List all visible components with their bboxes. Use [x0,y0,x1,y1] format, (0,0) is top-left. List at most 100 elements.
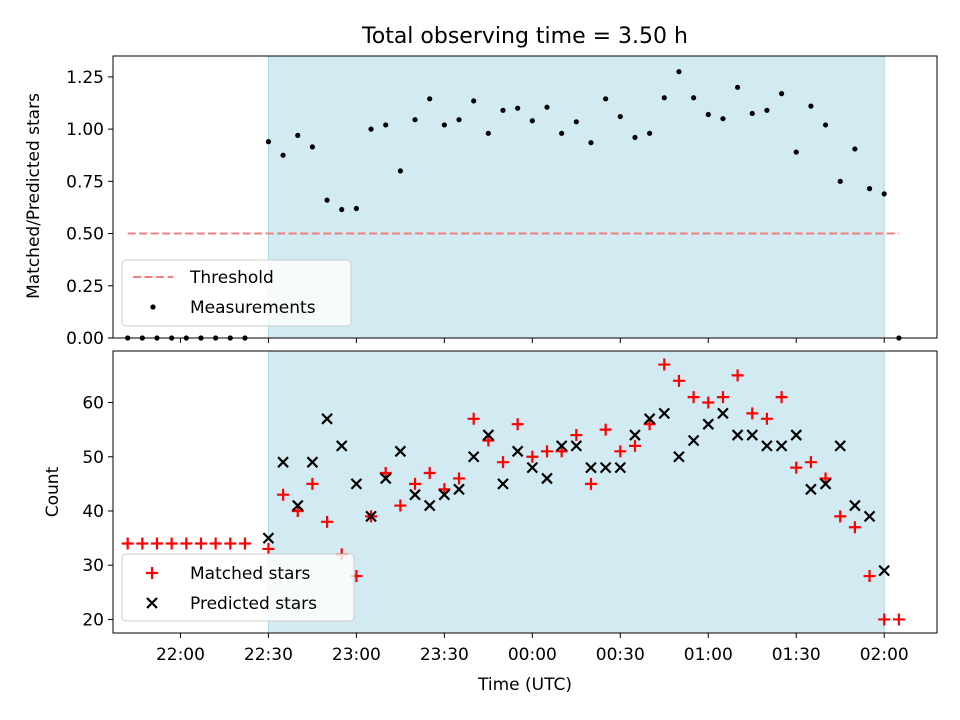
predicted-star-point [497,478,509,490]
matched-star-point [277,488,290,501]
count-legend-box [121,553,355,622]
time-x-tick-label: 00:30 [596,645,645,665]
chart-title: Total observing time = 3.50 h [361,24,688,49]
ratio-y-ticks: 0.00 0.25 0.50 0.75 1.00 1.25 [66,68,113,349]
predicted-star-point [350,478,363,490]
predicted-star-point [746,429,759,441]
predicted-star-point [834,440,847,452]
matched-star-point [658,358,671,371]
predicted-star-point [717,407,729,420]
legend-predicted-swatch [146,597,158,609]
matched-star-point [497,456,510,469]
predicted-star-point [438,488,451,501]
predicted-star-point [365,510,377,523]
count-legend: Matched stars Predicted stars [121,553,355,622]
predicted-star-point [761,440,773,452]
matched-star-point [394,499,407,512]
ratio-x-ticks [179,338,885,343]
measurement-point [617,113,623,120]
predicted-star-point [863,510,876,523]
predicted-star-point [878,564,890,577]
predicted-star-point [702,418,715,430]
measurement-point [441,122,447,128]
time-x-tick-label: 22:30 [244,645,293,665]
matched-star-point [224,537,237,550]
matched-star-point [760,412,773,425]
ratio-y-tick-label: 0.25 [66,277,104,297]
count-y-axis-label: Count [43,466,63,517]
measurement-point [309,144,316,150]
predicted-star-point [335,440,348,452]
predicted-star-point [423,499,436,512]
measurement-point [866,186,873,192]
matched-star-point [150,537,163,550]
matched-star-point [526,450,539,463]
predicted-star-point [482,429,495,441]
predicted-star-point [379,472,392,485]
predicted-star-point [585,461,597,474]
matched-star-point [731,369,744,382]
matched-stars-points [121,358,905,626]
matched-star-point [165,537,178,550]
measurement-point [339,206,345,213]
predicted-star-point [805,483,817,496]
matched-star-point [467,412,480,425]
matched-star-point [511,418,524,431]
predicted-star-point [570,440,583,452]
legend-measurements-label: Measurements [190,298,316,318]
matched-star-point [702,396,715,409]
matched-star-point [775,391,788,404]
matched-star-point [848,521,861,534]
matched-star-point [892,613,905,626]
count-plot-frame [112,350,938,634]
ratio-legend: Threshold Measurements [121,259,352,327]
count-y-tick-label: 20 [82,610,104,630]
matched-star-point [790,461,803,474]
measurement-point [749,110,755,117]
time-x-tick-label: 01:30 [772,645,821,665]
matched-star-point [453,472,466,485]
matched-star-point [262,542,275,555]
matched-star-point [306,477,319,490]
matched-star-point [746,407,759,420]
predicted-star-point [409,488,421,501]
matched-star-point [423,467,436,480]
matched-star-point [878,613,891,626]
count-y-tick-label: 30 [82,556,104,576]
time-x-tick-label: 23:30 [420,645,469,665]
predicted-star-point [643,413,656,425]
measurement-point [500,107,506,113]
matched-star-point [614,445,627,458]
measurement-point [822,122,829,128]
measurement-point [734,84,741,90]
predicted-star-point [291,499,304,512]
ratio-y-tick-label: 0.75 [66,172,104,192]
time-x-tick-label: 23:00 [332,645,381,665]
matched-star-point [804,456,817,469]
ratio-y-tick-label: 1.25 [66,68,104,88]
legend-matched-label: Matched stars [190,564,310,584]
predicted-star-point [775,440,788,452]
predicted-star-point [555,440,568,452]
matched-star-point [863,570,876,583]
matched-star-point [584,477,597,490]
measurement-point [661,95,667,101]
legend-matched-swatch [146,567,158,579]
measurement-point [265,139,272,145]
predicted-star-point [687,434,700,447]
predicted-star-point [541,472,553,485]
time-x-tick-label: 01:00 [684,645,733,665]
ratio-legend-box [121,259,352,327]
measurement-point [368,126,374,132]
time-x-axis-label: Time (UTC) [477,675,572,695]
predicted-star-point [849,499,861,512]
observing-window-shade [267,55,885,339]
measurement-point [295,132,301,138]
ratio-y-axis-label: Matched/Predicted stars [24,93,44,299]
count-panel: 20 30 40 50 60 22:00 22:30 23:00 23:30 00:00 00:3… [43,350,938,695]
time-x-tick-label: 02:00 [860,645,909,665]
predicted-star-point [262,532,275,544]
time-x-tick-label: 00:00 [508,645,557,665]
predicted-star-point [658,407,671,420]
